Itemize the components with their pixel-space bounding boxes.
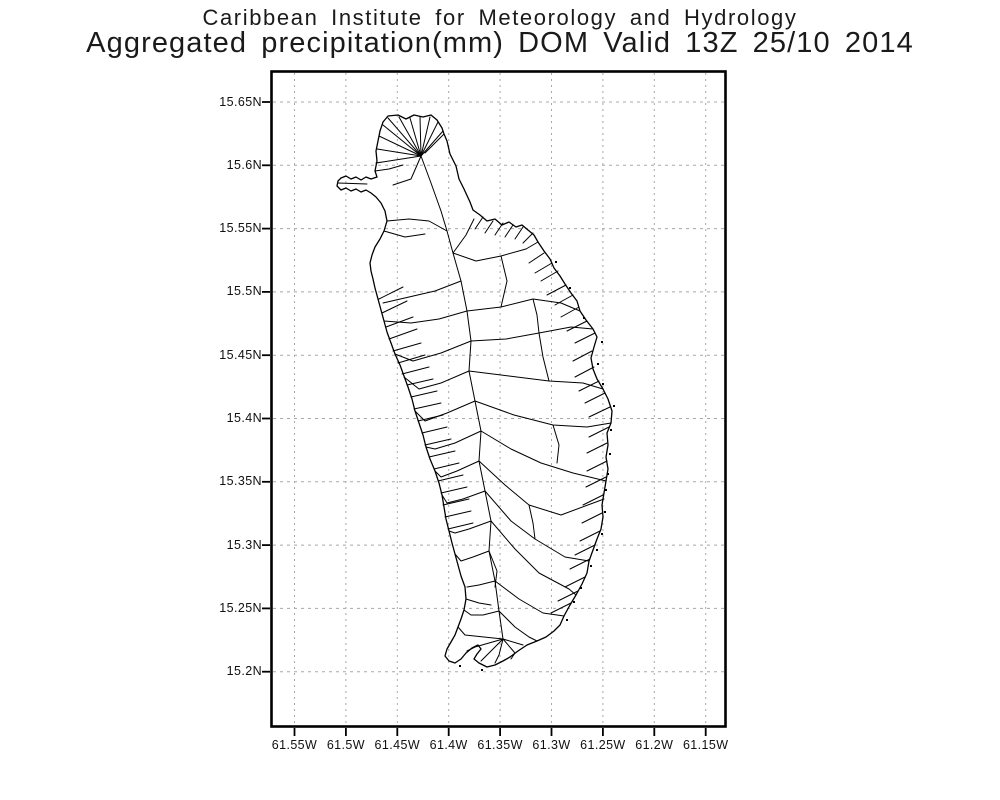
x-axis-label: 61.55W — [271, 738, 318, 752]
watershed-boundaries — [337, 116, 612, 664]
y-axis-label: 15.6N — [226, 157, 262, 172]
grid-lines — [273, 73, 725, 726]
y-axis-label: 15.2N — [226, 664, 262, 679]
x-axis-label: 61.25W — [580, 738, 626, 752]
dominica-coastline — [336, 114, 613, 668]
y-axis-label: 15.65N — [219, 94, 262, 109]
y-axis-label: 15.5N — [226, 284, 262, 299]
y-axis-label: 15.3N — [226, 537, 262, 552]
x-axis-label: 61.3W — [532, 738, 571, 752]
x-axis-label: 61.15W — [682, 738, 729, 752]
x-axis-label: 61.5W — [326, 738, 365, 752]
x-axis-label: 61.2W — [635, 738, 674, 752]
y-axis-label: 15.4N — [226, 411, 262, 425]
y-axis-label: 15.55N — [219, 221, 262, 236]
y-axis-label: 15.35N — [219, 474, 262, 489]
plot-frame — [270, 70, 727, 728]
axis-ticks — [262, 101, 707, 736]
page-title: Caribbean Institute for Meteorology and … — [202, 5, 798, 30]
x-axis-label: 61.4W — [429, 738, 468, 752]
y-axis-label: 15.45N — [219, 347, 262, 362]
x-axis-label: 61.35W — [477, 738, 523, 752]
dominica-map — [336, 114, 615, 671]
y-axis-label: 15.25N — [219, 600, 262, 615]
x-axis-label: 61.45W — [374, 738, 421, 752]
page-subtitle: Aggregated precipitation(mm) DOM Valid 1… — [86, 27, 914, 59]
